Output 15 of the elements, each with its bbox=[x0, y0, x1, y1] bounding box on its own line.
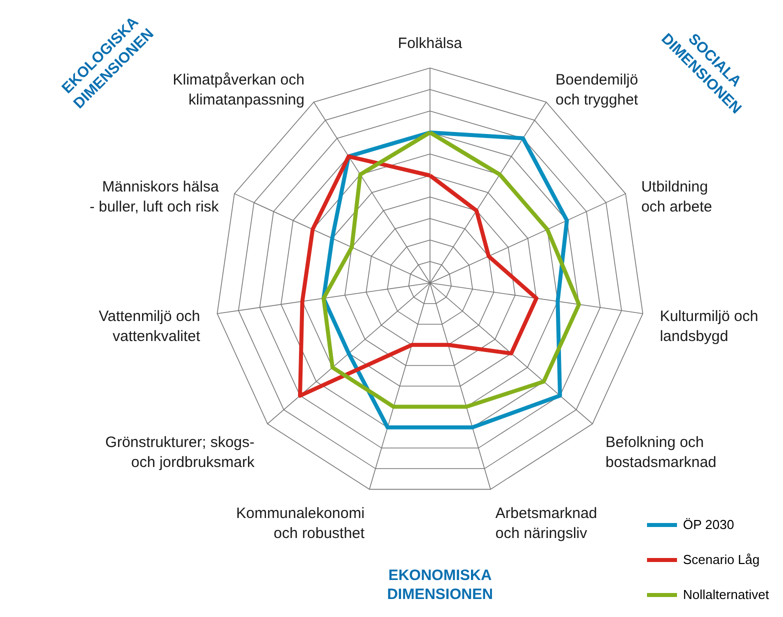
spoke-label: Boendemiljö och trygghet bbox=[556, 72, 639, 109]
text: EKONOMISKA DIMENSIONEN bbox=[387, 567, 493, 603]
spoke-label: Kommunalekonomi och robusthet bbox=[236, 504, 366, 542]
spoke-label: Människors hälsa - buller, luft och risk bbox=[90, 178, 220, 216]
spoke-label: Grönstrukturer; skogs- och jordbruksmark bbox=[105, 434, 255, 472]
spoke-label: Vattenmiljö och vattenkvalitet bbox=[98, 308, 201, 346]
spoke-label: Utbildning och arbete bbox=[641, 178, 712, 216]
legend-label: Scenario Låg bbox=[683, 552, 760, 567]
spoke-label: Folkhälsa bbox=[398, 34, 463, 52]
spoke-label: Kulturmiljö och landsbygd bbox=[660, 308, 758, 346]
legend-label: ÖP 2030 bbox=[683, 517, 734, 532]
spoke-label: Befolkning och bostadsmarknad bbox=[605, 434, 716, 472]
spoke-label: Klimatpåverkan och klimatanpassning bbox=[172, 72, 304, 109]
legend-label: Nollalternativet bbox=[683, 587, 770, 602]
spoke-label: Arbetsmarknad och näringsliv bbox=[495, 504, 598, 542]
